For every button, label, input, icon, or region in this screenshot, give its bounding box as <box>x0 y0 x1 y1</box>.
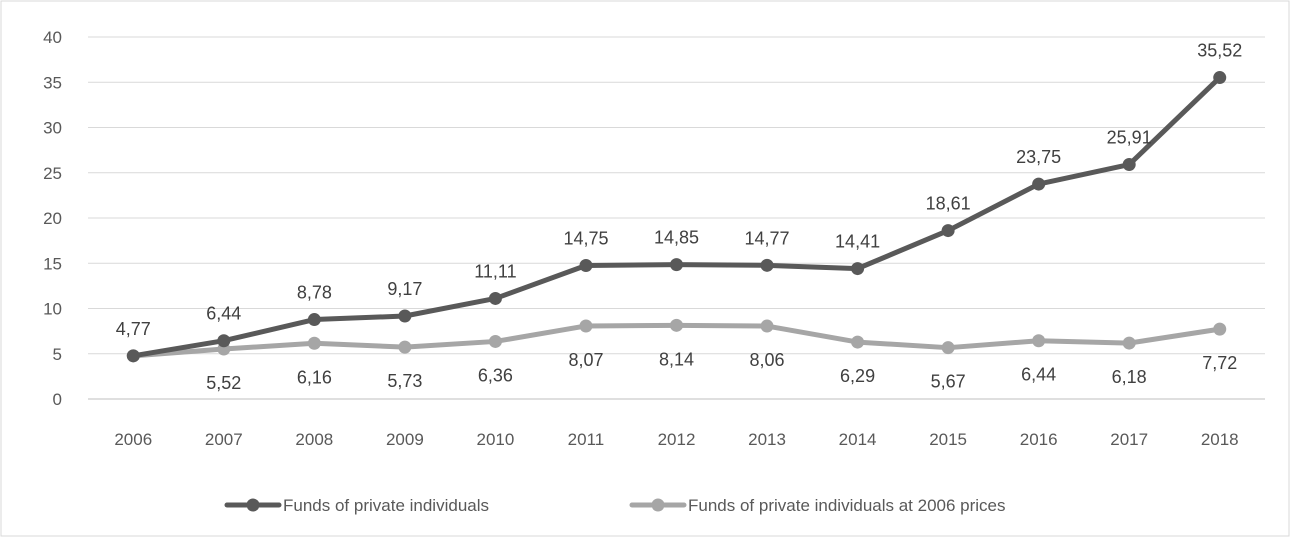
data-label: 8,07 <box>568 350 603 370</box>
data-label: 7,72 <box>1202 353 1237 373</box>
data-point <box>1032 334 1046 348</box>
data-point <box>579 319 593 333</box>
gridlines <box>88 36 1265 400</box>
data-point <box>217 334 231 348</box>
x-tick-label: 2017 <box>1110 430 1148 449</box>
data-point <box>488 291 502 305</box>
data-label: 14,77 <box>745 228 790 248</box>
data-point <box>398 340 412 354</box>
x-tick-label: 2016 <box>1020 430 1058 449</box>
x-tick-label: 2011 <box>568 430 605 449</box>
legend-item: Funds of private individuals <box>224 496 489 515</box>
data-label: 9,17 <box>387 279 422 299</box>
data-label: 11,11 <box>474 261 516 281</box>
data-point <box>1122 336 1136 350</box>
y-tick-label: 5 <box>53 345 62 364</box>
x-tick-label: 2014 <box>839 430 877 449</box>
legend: Funds of private individuals Funds of pri… <box>224 496 1006 515</box>
x-tick-label: 2010 <box>477 430 515 449</box>
data-label: 5,52 <box>206 373 241 393</box>
data-point <box>1032 177 1046 191</box>
data-label: 6,36 <box>478 365 513 385</box>
x-tick-label: 2018 <box>1201 430 1239 449</box>
data-label: 23,75 <box>1016 147 1061 167</box>
y-tick-label: 30 <box>43 119 62 138</box>
data-label: 18,61 <box>926 194 971 214</box>
data-point <box>307 336 321 350</box>
legend-label: Funds of private individuals at 2006 pri… <box>688 496 1006 515</box>
data-point <box>488 334 502 348</box>
data-point <box>126 349 140 363</box>
data-label: 14,75 <box>563 229 608 249</box>
data-point <box>941 224 955 238</box>
data-label: 8,78 <box>297 283 332 303</box>
data-label: 8,14 <box>659 349 694 369</box>
x-tick-label: 2009 <box>386 430 424 449</box>
x-axis-ticks: 2006 2007 2008 2009 2010 2011 2012 2013 2014 2015… <box>114 430 1238 449</box>
data-point <box>307 313 321 327</box>
data-point <box>670 258 683 272</box>
data-point <box>670 318 683 332</box>
data-label: 14,85 <box>654 228 699 248</box>
data-point <box>851 262 865 276</box>
data-point <box>398 309 412 323</box>
data-label: 4,77 <box>116 319 151 339</box>
legend-marker <box>651 498 665 512</box>
y-tick-label: 20 <box>43 209 62 228</box>
data-label: 6,16 <box>297 367 332 387</box>
data-label: 25,91 <box>1107 128 1152 148</box>
data-label: 5,73 <box>387 371 422 391</box>
data-label: 8,06 <box>750 350 785 370</box>
data-label: 14,41 <box>835 232 880 252</box>
data-point <box>760 258 774 272</box>
data-point <box>760 319 774 333</box>
data-point <box>1213 322 1227 336</box>
data-label: 5,67 <box>931 372 966 392</box>
data-label: 6,18 <box>1112 367 1147 387</box>
y-tick-label: 10 <box>43 300 62 319</box>
x-tick-label: 2008 <box>295 430 333 449</box>
data-point <box>1213 71 1227 85</box>
y-tick-label: 25 <box>43 164 62 183</box>
y-tick-label: 35 <box>43 73 62 92</box>
legend-label: Funds of private individuals <box>283 496 489 515</box>
data-label: 6,44 <box>206 304 241 324</box>
x-tick-label: 2006 <box>114 430 152 449</box>
y-tick-label: 15 <box>43 254 62 273</box>
data-label: 35,52 <box>1197 41 1242 61</box>
y-tick-label: 40 <box>43 28 62 47</box>
x-tick-label: 2013 <box>748 430 786 449</box>
data-label: 6,29 <box>840 366 875 386</box>
data-point <box>941 341 955 355</box>
y-tick-label: 0 <box>53 390 62 409</box>
x-tick-label: 2012 <box>658 430 696 449</box>
data-labels: 4,77 6,44 8,78 9,17 11,11 14,75 14,85 14,77 14,4… <box>116 41 1243 394</box>
data-point <box>851 335 865 349</box>
series-layer <box>126 71 1227 363</box>
x-tick-label: 2015 <box>929 430 967 449</box>
data-label: 6,44 <box>1021 365 1056 385</box>
data-point <box>1122 158 1136 172</box>
x-tick-label: 2007 <box>205 430 243 449</box>
legend-item: Funds of private individuals at 2006 pri… <box>629 496 1006 515</box>
legend-marker <box>246 498 260 512</box>
data-point <box>579 259 593 273</box>
y-axis-ticks: 0 5 10 15 20 25 30 35 40 <box>43 28 62 409</box>
